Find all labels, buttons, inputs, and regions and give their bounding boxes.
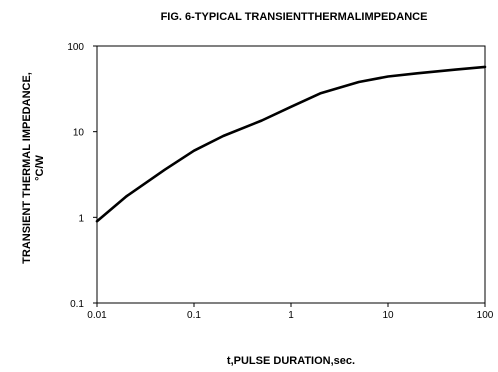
- series-line: [95, 65, 487, 223]
- series-lines: [95, 65, 487, 223]
- x-tick-label: 0.1: [187, 310, 201, 321]
- y-tick-label: 10: [73, 128, 85, 139]
- x-tick-label: 0.01: [87, 310, 107, 321]
- y-tick-label: 100: [67, 42, 84, 53]
- y-axis-label-line1: TRANSIENT THERMAL IMPEDANCE,: [21, 72, 33, 264]
- y-axis-label: TRANSIENT THERMAL IMPEDANCE, °C/W: [21, 72, 46, 264]
- plot-area-frame: [96, 45, 486, 304]
- x-tick-label: 100: [477, 310, 494, 321]
- x-tick-label: 1: [288, 310, 294, 321]
- y-tick-label: 0.1: [70, 299, 84, 310]
- x-tick-label: 10: [382, 310, 394, 321]
- chart-title: FIG. 6-TYPICAL TRANSIENTTHERMALIMPEDANCE: [161, 11, 428, 23]
- y-tick-label: 1: [78, 213, 84, 224]
- x-axis-label: t,PULSE DURATION,sec.: [227, 355, 355, 367]
- y-axis-label-line2: °C/W: [34, 154, 46, 180]
